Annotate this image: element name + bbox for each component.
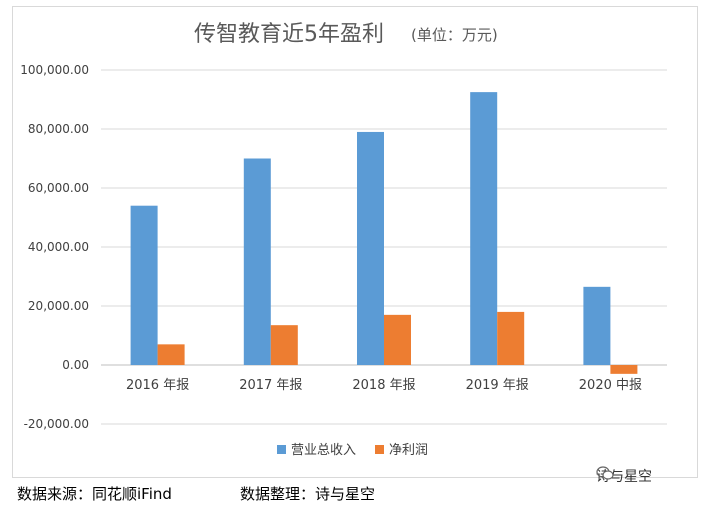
y-tick-label: 0.00 [62, 358, 89, 372]
x-tick-label: 2019 年报 [466, 378, 529, 393]
chart-frame: 传智教育近5年盈利 (单位：万元) 100,000.00 80,000.00 60,00… [12, 6, 698, 478]
bar-net-profit [270, 325, 298, 365]
y-tick-label: 20,000.00 [28, 299, 89, 313]
chart-title: 传智教育近5年盈利 [194, 22, 384, 47]
legend-label: 净利润 [389, 443, 428, 458]
bar-revenue [470, 92, 498, 365]
x-tick-label: 2017 年报 [239, 378, 302, 393]
y-tick-label: 100,000.00 [20, 63, 89, 77]
legend-label: 营业总收入 [291, 443, 356, 458]
bar-net-profit [610, 365, 638, 374]
wechat-icon [596, 466, 614, 480]
y-tick-label: 60,000.00 [28, 181, 89, 195]
chart-subtitle: (单位：万元) [411, 26, 498, 44]
x-tick-label: 2018 年报 [352, 378, 415, 393]
y-tick-label: 40,000.00 [28, 240, 89, 254]
data-organizer-label: 数据整理：诗与星空 [240, 485, 376, 503]
watermark: 诗与星空 [596, 466, 652, 486]
legend-swatch [375, 445, 384, 454]
chart-svg: 传智教育近5年盈利 (单位：万元) 100,000.00 80,000.00 60,00… [20, 22, 667, 458]
bar-net-profit [384, 314, 411, 365]
x-tick-label: 2016 年报 [126, 378, 189, 393]
legend-swatch [277, 445, 286, 454]
data-source-label: 数据来源：同花顺iFind [17, 485, 172, 503]
bar-net-profit [157, 344, 185, 365]
bar-revenue [583, 286, 611, 365]
bar-revenue [243, 158, 271, 365]
x-tick-label: 2020 中报 [579, 378, 642, 393]
y-tick-label: -20,000.00 [24, 417, 89, 431]
y-tick-label: 80,000.00 [28, 122, 89, 136]
bar-revenue [357, 131, 384, 365]
bar-revenue [130, 205, 158, 365]
bar-net-profit [497, 311, 525, 365]
